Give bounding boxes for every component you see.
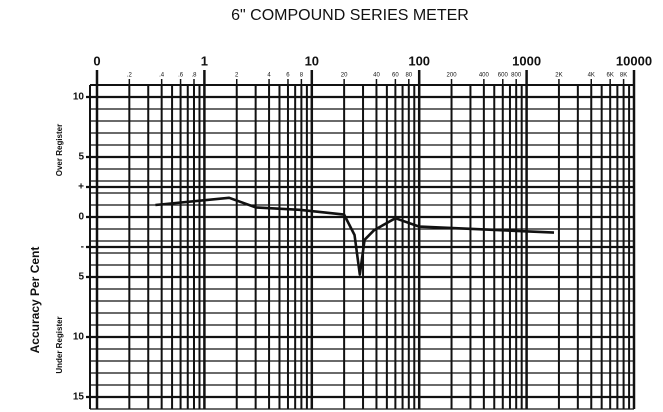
y-tick-label: + <box>78 182 84 193</box>
x-tick-label: 1 <box>201 53 208 68</box>
data-line <box>155 196 555 276</box>
x-minor-tick-label: 8 <box>300 73 304 79</box>
x-tick-label: 0 <box>93 53 100 68</box>
x-minor-tick-label: 80 <box>405 73 412 79</box>
x-minor-tick-label: 400 <box>479 73 490 79</box>
chart-title: 6" COMPOUND SERIES METER <box>231 7 469 24</box>
annotation: Over Register <box>55 124 64 176</box>
x-minor-tick-label: 200 <box>447 73 458 79</box>
x-minor-tick-label: 6 <box>286 73 290 79</box>
y-tick-label: 5 <box>78 272 84 283</box>
x-tick-label: 10000 <box>616 53 652 68</box>
x-minor-tick-label: 2K <box>555 73 562 79</box>
x-minor-tick-label: 40 <box>373 73 380 79</box>
x-minor-tick-label: .8 <box>191 73 197 79</box>
x-minor-tick-label: 6K <box>607 73 614 79</box>
y-tick-label: - <box>81 242 84 253</box>
x-minor-tick-label: 2 <box>235 73 239 79</box>
x-tick-label: 1000 <box>512 53 541 68</box>
y-tick-label: 0 <box>78 212 84 223</box>
x-minor-tick-label: .2 <box>127 73 133 79</box>
x-minor-tick-label: 4K <box>588 73 595 79</box>
y-tick-label: 10 <box>73 332 85 343</box>
x-minor-tick-label: 800 <box>511 73 522 79</box>
x-minor-tick-label: .6 <box>178 73 184 79</box>
x-minor-tick-label: 20 <box>341 73 348 79</box>
x-minor-tick-label: 4 <box>267 73 271 79</box>
annotation: Under Register <box>55 316 64 373</box>
x-minor-tick-label: .4 <box>159 73 165 79</box>
x-tick-label: 10 <box>305 53 319 68</box>
x-minor-tick-label: 60 <box>392 73 399 79</box>
x-minor-tick-label: 8K <box>620 73 627 79</box>
y-tick-label: 15 <box>73 392 85 403</box>
y-axis-label: Accuracy Per Cent <box>28 247 42 354</box>
x-minor-tick-label: 600 <box>498 73 509 79</box>
y-tick-label: 10 <box>73 92 85 103</box>
x-tick-label: 100 <box>408 53 430 68</box>
y-tick-label: 5 <box>78 152 84 163</box>
